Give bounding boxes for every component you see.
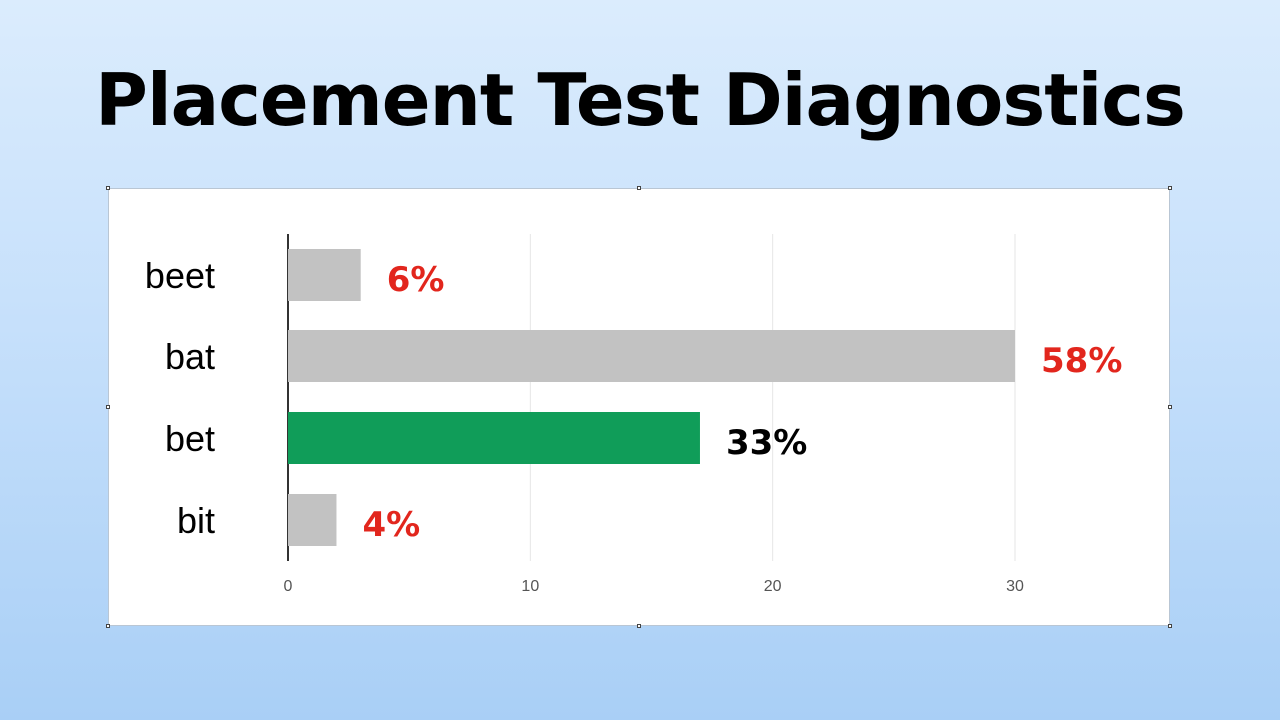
resize-handle-top-middle[interactable] xyxy=(637,186,641,190)
bar-chart: 0 10 20 30 beet 6% bat 58% bet 33% bit 4% xyxy=(145,234,1122,595)
data-label: 6% xyxy=(387,260,445,300)
category-label: bat xyxy=(165,336,215,377)
resize-handle-bottom-left[interactable] xyxy=(106,624,110,628)
resize-handle-bottom-middle[interactable] xyxy=(637,624,641,628)
x-tick-label: 20 xyxy=(764,578,782,595)
page-title: Placement Test Diagnostics xyxy=(95,58,1186,142)
resize-handle-middle-left[interactable] xyxy=(106,405,110,409)
data-label: 33% xyxy=(726,423,807,463)
bar-bet xyxy=(288,412,700,464)
category-label: bet xyxy=(165,418,215,459)
category-label: bit xyxy=(177,500,215,541)
resize-handle-top-left[interactable] xyxy=(106,186,110,190)
data-label: 58% xyxy=(1041,341,1122,381)
category-label: beet xyxy=(145,255,215,296)
bar-beet xyxy=(288,249,361,301)
chart-container[interactable]: 0 10 20 30 beet 6% bat 58% bet 33% bit 4% xyxy=(108,188,1170,626)
x-tick-label: 0 xyxy=(284,578,293,595)
x-tick-label: 30 xyxy=(1006,578,1024,595)
bar-bit xyxy=(288,494,337,546)
resize-handle-middle-right[interactable] xyxy=(1168,405,1172,409)
x-tick-label: 10 xyxy=(521,578,539,595)
data-label: 4% xyxy=(362,505,420,545)
resize-handle-bottom-right[interactable] xyxy=(1168,624,1172,628)
resize-handle-top-right[interactable] xyxy=(1168,186,1172,190)
bar-bat xyxy=(288,330,1015,382)
